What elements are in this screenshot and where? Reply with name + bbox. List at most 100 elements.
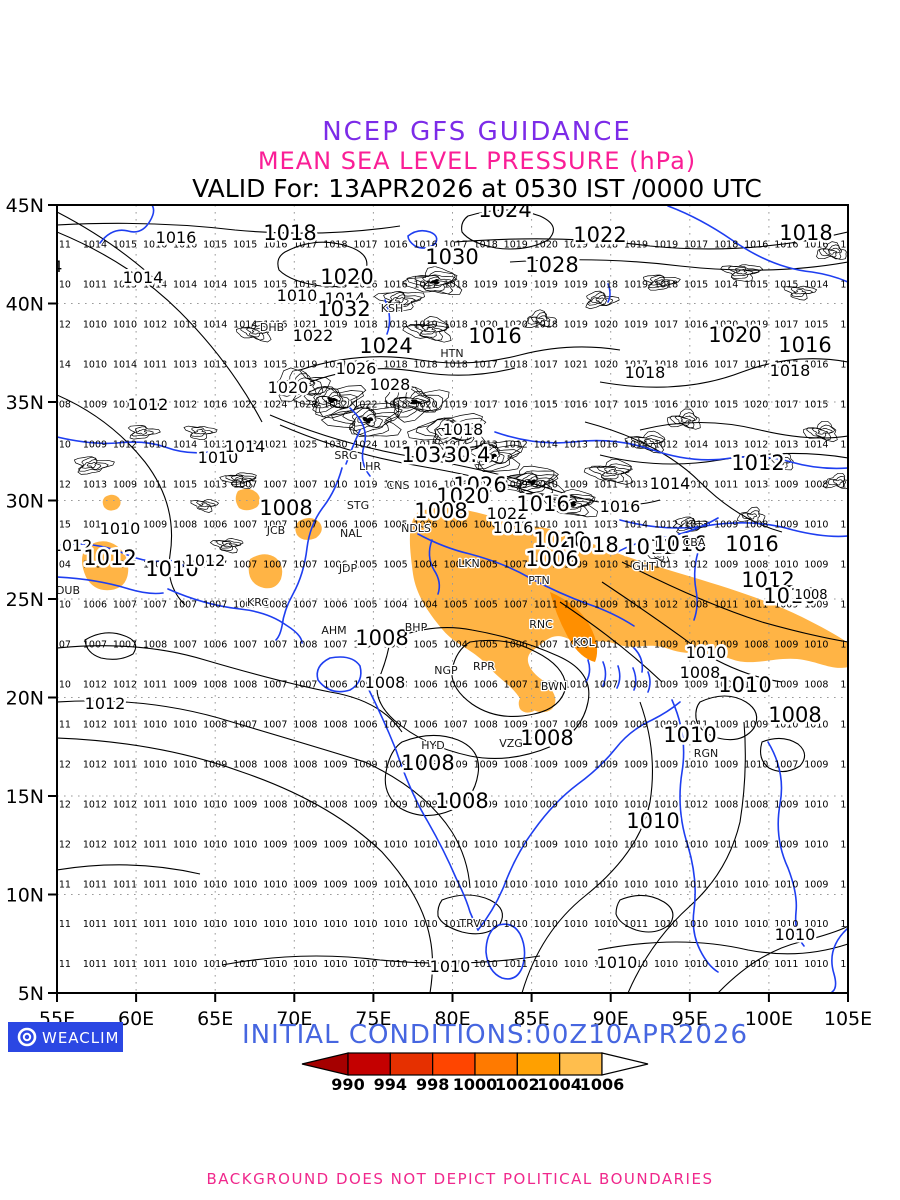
station-label: JCB xyxy=(266,524,285,537)
isobar-label: 1020 xyxy=(320,265,373,289)
grid-value: 1010 xyxy=(173,959,197,970)
grid-value: 1011 xyxy=(143,799,167,810)
grid-value: 1022 xyxy=(383,479,407,490)
grid-value: 1009 xyxy=(774,599,798,610)
grid-value: 1009 xyxy=(624,719,648,730)
double-ring-icon xyxy=(17,1027,37,1047)
grid-value: 1018 xyxy=(654,279,678,290)
grid-value: 1015 xyxy=(113,239,137,250)
isobar-label: 1014 xyxy=(123,268,164,287)
grid-value: 1010 xyxy=(353,959,377,970)
grid-value: 1007 xyxy=(353,679,377,690)
station-label: RNC xyxy=(529,618,553,631)
grid-value: 1007 xyxy=(203,599,227,610)
grid-value: 1022 xyxy=(353,399,377,410)
grid-value: 1009 xyxy=(654,639,678,650)
grid-value: 1008 xyxy=(624,679,648,690)
grid-value: 1009 xyxy=(353,879,377,890)
grid-value: 1019 xyxy=(323,319,347,330)
grid-value: 1020 xyxy=(744,399,768,410)
grid-value: 1016 xyxy=(143,239,167,250)
grid-value: 1011 xyxy=(714,479,738,490)
colorbar-tick-label: 994 xyxy=(374,1075,407,1094)
grid-value: 1013 xyxy=(774,439,798,450)
grid-value: 1008 xyxy=(744,559,768,570)
grid-value: 1017 xyxy=(444,239,468,250)
grid-value: 1010 xyxy=(143,759,167,770)
grid-value: 1017 xyxy=(534,359,558,370)
grid-value: 1010 xyxy=(534,959,558,970)
low-pressure-shading xyxy=(248,554,283,589)
grid-value: 1015 xyxy=(173,479,197,490)
grid-value: 1015 xyxy=(233,279,257,290)
grid-value: 1009 xyxy=(504,719,528,730)
grid-value: 1014 xyxy=(444,439,468,450)
isobar-label: 1012 xyxy=(85,694,126,713)
grid-value: 1008 xyxy=(714,799,738,810)
grid-value: 1009 xyxy=(624,759,648,770)
grid-value: 1009 xyxy=(323,879,347,890)
grid-value: 1009 xyxy=(143,519,167,530)
grid-value: 1019 xyxy=(744,319,768,330)
grid-value: 1009 xyxy=(113,479,137,490)
grid-value: 1007 xyxy=(504,679,528,690)
grid-value: 1007 xyxy=(263,719,287,730)
station-label: BHP xyxy=(405,621,428,634)
isobar-label: 1016 xyxy=(653,532,706,556)
grid-value: 1009 xyxy=(83,399,107,410)
grid-value: 1021 xyxy=(564,359,588,370)
grid-value: 10 xyxy=(840,559,852,570)
station-label: STG xyxy=(347,499,369,512)
grid-value: 1011 xyxy=(624,919,648,930)
coastline-west-india xyxy=(367,687,479,931)
grid-value: 1026 xyxy=(353,359,377,370)
grid-value: 1010 xyxy=(293,959,317,970)
isobar-label: 1016 xyxy=(468,324,521,348)
grid-value: 1009 xyxy=(654,759,678,770)
grid-value: 1012 xyxy=(684,559,708,570)
station-label: LKN xyxy=(458,557,480,570)
grid-value: 1016 xyxy=(804,359,828,370)
grid-value: 1011 xyxy=(714,839,738,850)
grid-value: 1012 xyxy=(113,439,137,450)
grid-value: 1008 xyxy=(323,719,347,730)
grid-value: 1009 xyxy=(774,679,798,690)
grid-value: 1010 xyxy=(203,799,227,810)
isobar-label: 1012 xyxy=(128,395,169,414)
grid-value: 1019 xyxy=(444,399,468,410)
grid-value: 12 xyxy=(59,799,71,810)
colorbar-tick-label: 1004 xyxy=(537,1075,582,1094)
grid-value: 1006 xyxy=(444,519,468,530)
grid-value: 1008 xyxy=(684,599,708,610)
grid-value: 1016 xyxy=(564,399,588,410)
grid-value: 1006 xyxy=(83,559,107,570)
grid-value: 1018 xyxy=(654,359,678,370)
grid-value: 1008 xyxy=(804,479,828,490)
grid-value: 1009 xyxy=(804,879,828,890)
grid-value: 1016 xyxy=(263,239,287,250)
low-pressure-shading xyxy=(295,517,322,540)
grid-value: 1012 xyxy=(83,839,107,850)
grid-value: 1006 xyxy=(504,639,528,650)
grid-value: 1010 xyxy=(233,879,257,890)
grid-value: 1010 xyxy=(774,919,798,930)
isobar-label: 1008 xyxy=(259,496,312,520)
isobar-label: 1020 xyxy=(708,323,761,347)
grid-value: 1010 xyxy=(414,839,438,850)
grid-value: 1010 xyxy=(714,879,738,890)
grid-value: 1008 xyxy=(203,679,227,690)
grid-value: 1014 xyxy=(534,439,558,450)
grid-value: 1009 xyxy=(594,719,618,730)
grid-value: 1016 xyxy=(383,279,407,290)
grid-value: 1017 xyxy=(414,279,438,290)
grid-value: 1009 xyxy=(444,759,468,770)
grid-value: 1011 xyxy=(113,759,137,770)
grid-value: 1010 xyxy=(744,959,768,970)
coastline xyxy=(58,543,186,568)
grid-value: 1007 xyxy=(293,559,317,570)
grid-value: 1010 xyxy=(474,879,498,890)
grid-value: 1008 xyxy=(744,519,768,530)
lake xyxy=(407,229,438,249)
grid-value: 1010 xyxy=(624,839,648,850)
